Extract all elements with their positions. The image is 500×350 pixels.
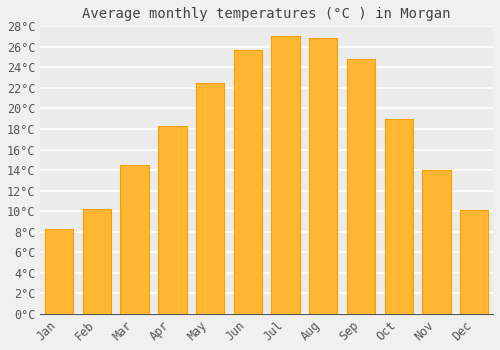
Bar xyxy=(309,37,338,314)
Bar xyxy=(158,126,186,314)
Bar xyxy=(196,83,224,314)
Bar xyxy=(120,165,149,314)
Bar xyxy=(384,119,413,314)
Bar xyxy=(422,170,450,314)
Bar xyxy=(83,209,111,314)
Bar xyxy=(234,50,262,314)
Bar xyxy=(45,229,74,314)
Title: Average monthly temperatures (°C ) in Morgan: Average monthly temperatures (°C ) in Mo… xyxy=(82,7,451,21)
Bar xyxy=(272,35,299,314)
Bar xyxy=(347,59,375,314)
Bar xyxy=(460,210,488,314)
